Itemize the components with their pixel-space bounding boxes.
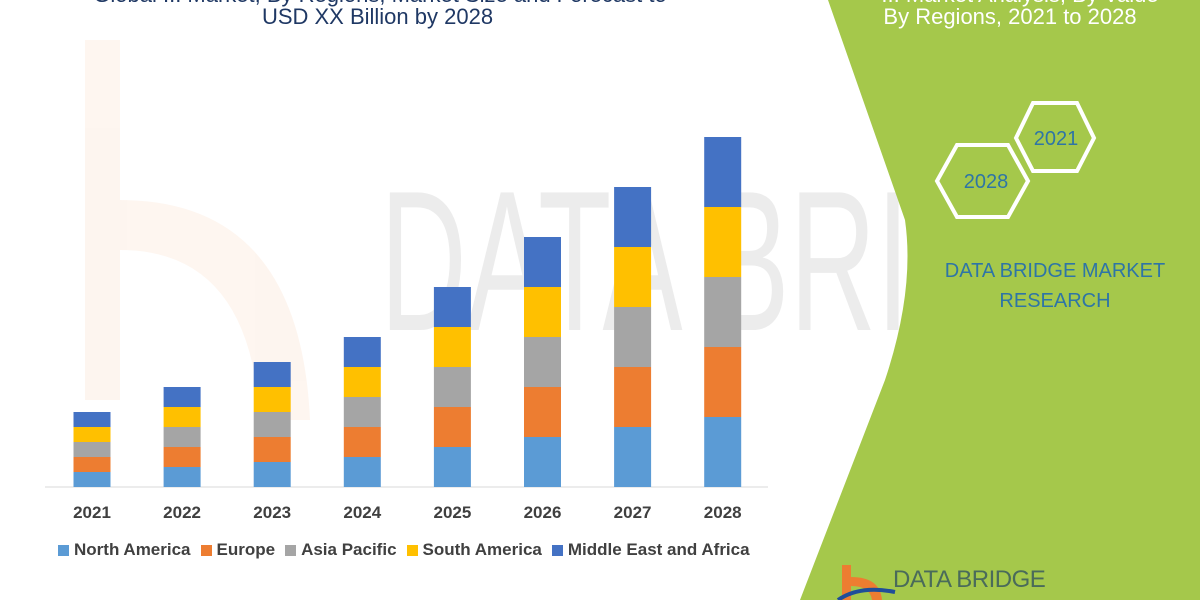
bar-segment-2024-4	[343, 337, 381, 367]
brand-line2: RESEARCH	[999, 290, 1111, 312]
legend-swatch	[200, 544, 212, 556]
year-hex-badges: 2028 2021	[934, 101, 1097, 219]
x-tick-label: 2026	[524, 503, 562, 522]
bar-segment-2026-1	[524, 387, 561, 437]
brand-line1: DATA BRIDGE MARKET	[944, 260, 1166, 282]
bar-segment-2021-0	[73, 472, 111, 487]
bar-segment-2021-4	[73, 412, 111, 427]
bar-segment-2027-1	[614, 367, 652, 427]
legend-item: Middle East and Africa	[551, 540, 750, 560]
bar-segment-2021-3	[73, 427, 111, 442]
bar-segment-2025-3	[433, 327, 471, 367]
legend-item: Europe	[200, 540, 276, 560]
bar-segment-2028-3	[704, 207, 742, 277]
green-side-panel	[800, 0, 1200, 600]
bar-segment-2027-4	[614, 187, 652, 247]
legend-item: South America	[406, 540, 542, 560]
x-tick-label: 2022	[163, 503, 201, 522]
bar-segment-2022-1	[163, 447, 201, 467]
bar-segment-2024-1	[343, 427, 381, 457]
bar-segment-2027-3	[614, 247, 652, 307]
x-tick-label: 2021	[73, 503, 111, 522]
legend-label: South America	[422, 540, 542, 559]
chart-legend: North America Europe Asia Pacific South Ame…	[58, 540, 750, 560]
chart-title-line1: Global ... Market, By Regions, Market Si…	[60, 0, 700, 8]
bar-segment-2023-3	[253, 387, 291, 412]
bar-segment-2024-2	[343, 397, 381, 427]
bar-segment-2024-0	[343, 457, 381, 487]
bar-segment-2025-2	[433, 367, 471, 407]
legend-item: North America	[58, 540, 191, 560]
bar-segment-2028-0	[704, 417, 742, 487]
legend-label: North America	[74, 540, 191, 559]
bar-segment-2022-4	[163, 387, 201, 407]
bar-segment-2025-0	[433, 447, 471, 487]
chart-title-line2: USD XX Billion by 2028	[261, 4, 494, 29]
legend-swatch	[551, 544, 563, 556]
hex-label-2028: 2028	[964, 171, 1009, 193]
bar-segment-2023-2	[253, 412, 291, 437]
bar-segment-2023-0	[253, 462, 291, 487]
brand-name: DATA BRIDGE MARKET RESEARCH	[920, 256, 1190, 316]
bar-segment-2022-2	[163, 427, 201, 447]
bar-segment-2028-2	[704, 277, 742, 347]
bar-segment-2021-2	[73, 442, 111, 457]
legend-swatch	[58, 544, 69, 556]
bar-segment-2026-3	[524, 287, 561, 337]
bar-segment-2026-4	[524, 237, 561, 287]
legend-label: Europe	[216, 540, 276, 559]
x-tick-label: 2027	[614, 503, 652, 522]
hex-badge-2028	[934, 143, 1031, 219]
bar-segment-2028-1	[704, 347, 742, 417]
hex-label-2021: 2021	[1034, 128, 1079, 150]
legend-label: Asia Pacific	[301, 540, 397, 559]
panel-title-line2: By Regions, 2021 to 2028	[883, 4, 1137, 29]
x-tick-labels: 2021 2022 2023 2024 2025 2026 2027 2028	[73, 503, 742, 522]
bar-segment-2027-2	[614, 307, 652, 367]
bar-segment-2025-4	[433, 287, 471, 327]
hex-badge-2021	[1013, 101, 1097, 173]
bar-segment-2026-0	[524, 437, 561, 487]
data-bridge-logo-icon	[836, 565, 896, 600]
bar-segment-2024-3	[343, 367, 381, 397]
x-tick-label: 2024	[343, 503, 381, 522]
bar-segment-2027-0	[614, 427, 652, 487]
legend-item: Asia Pacific	[285, 540, 397, 560]
x-tick-label: 2025	[433, 503, 471, 522]
bar-segment-2023-1	[253, 437, 291, 462]
bar-segment-2023-4	[253, 362, 291, 387]
bar-segment-2021-1	[73, 457, 111, 472]
bar-segment-2028-4	[704, 137, 742, 207]
panel-title-line1: ... Market Analysis, By Value	[840, 0, 1200, 8]
bar-segment-2026-2	[524, 337, 561, 387]
legend-label: Middle East and Africa	[567, 540, 750, 559]
x-tick-label: 2028	[704, 503, 742, 522]
bar-segment-2022-0	[163, 467, 201, 487]
logo-text: DATA BRIDGE	[893, 566, 1046, 593]
legend-swatch	[285, 544, 297, 556]
legend-swatch	[406, 544, 418, 556]
bar-segment-2022-3	[163, 407, 201, 427]
bars-group	[73, 137, 742, 487]
x-tick-label: 2023	[253, 503, 291, 522]
bar-segment-2025-1	[433, 407, 471, 447]
